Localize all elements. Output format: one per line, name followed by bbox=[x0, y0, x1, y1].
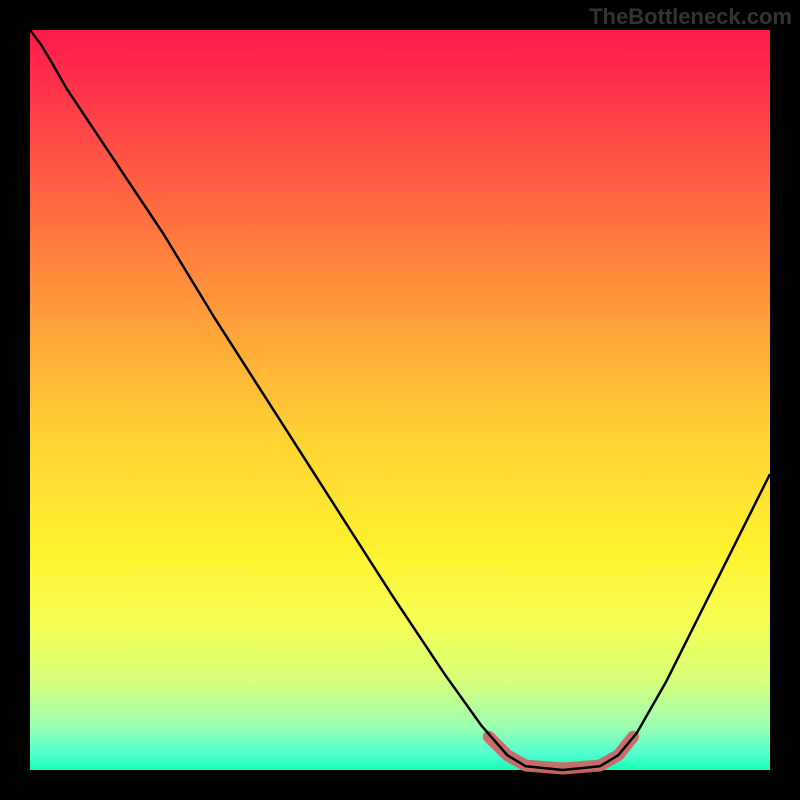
plot-area bbox=[30, 30, 770, 770]
chart-stage: TheBottleneck.com bbox=[0, 0, 800, 800]
bottleneck-curve-chart bbox=[0, 0, 800, 800]
